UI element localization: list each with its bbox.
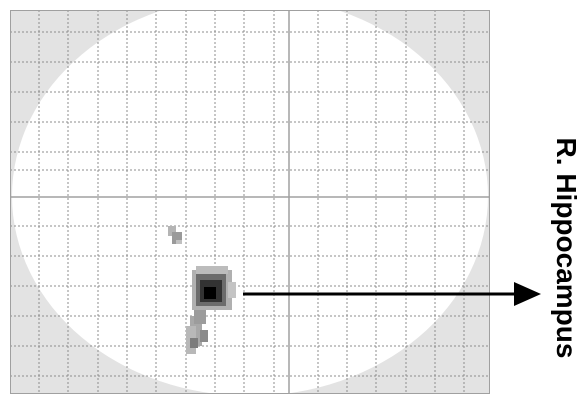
grid-lines <box>10 10 490 394</box>
activation-blob-small <box>168 226 182 244</box>
activation-clusters <box>168 226 236 354</box>
crosshair <box>10 10 490 394</box>
activation-blob-main <box>186 266 236 354</box>
region-label: R. Hippocampus <box>551 137 580 359</box>
arrow-right-icon <box>243 282 541 306</box>
brain-outline <box>12 10 488 394</box>
map-frame <box>10 10 490 394</box>
